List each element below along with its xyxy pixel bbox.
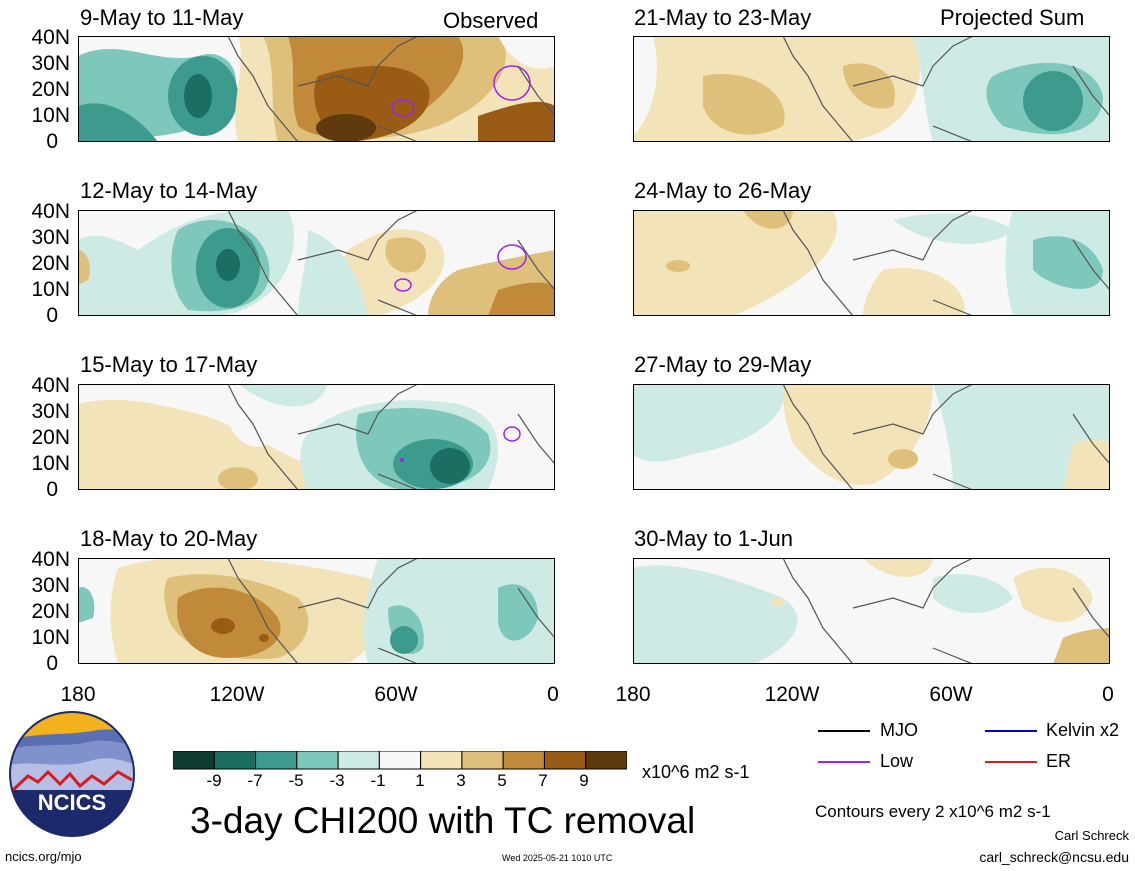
map-panel-right-1 (633, 36, 1110, 142)
lon-label: 60W (374, 683, 418, 706)
er-legend-line (985, 761, 1037, 763)
site-url: ncics.org/mjo (5, 849, 82, 864)
lat-label: 20N (31, 600, 70, 623)
lat-label: 10N (31, 104, 70, 127)
map-panel-right-2 (633, 210, 1110, 316)
lon-label: 60W (929, 683, 973, 706)
lat-label: 10N (31, 626, 70, 649)
colorbar-label: 1 (415, 771, 425, 790)
colorbar-label: -9 (206, 771, 222, 790)
colorbar-cell (173, 751, 215, 770)
colorbar-label: -7 (247, 771, 263, 790)
colorbar-cell (420, 751, 463, 770)
lat-label: 0 (46, 304, 58, 327)
colorbar-cell (543, 751, 587, 770)
panel-title-left-2: 12-May to 14-May (80, 178, 258, 203)
lat-label: 20N (31, 252, 70, 275)
er-legend-label: ER (1046, 751, 1072, 771)
lat-label: 20N (31, 426, 70, 449)
low-legend-label: Low (880, 751, 914, 771)
panel-title-right-4: 30-May to 1-Jun (634, 526, 793, 551)
author-email: carl_schreck@ncsu.edu (979, 849, 1129, 865)
map-panel-left-3 (78, 384, 555, 490)
lat-label: 40N (31, 548, 70, 571)
panel-title-left-1: 9-May to 11-May (80, 5, 244, 30)
lon-label: 180 (60, 683, 96, 706)
lat-label: 0 (46, 478, 58, 501)
lat-label: 30N (31, 574, 70, 597)
lon-label: 0 (547, 683, 559, 706)
lat-label: 20N (31, 78, 70, 101)
colorbar (173, 751, 627, 770)
lat-label: 0 (46, 130, 58, 153)
lat-label: 40N (31, 26, 70, 49)
colorbar-cell (461, 751, 504, 770)
colorbar-cell (296, 751, 339, 770)
panel-title-right-2: 24-May to 26-May (634, 178, 812, 203)
lat-label: 30N (31, 52, 70, 75)
panel-title-left-3: 15-May to 17-May (80, 352, 258, 377)
lat-label: 10N (31, 452, 70, 475)
colorbar-label: 5 (497, 771, 507, 790)
main-title: 3-day CHI200 with TC removal (190, 800, 696, 841)
contours-note: Contours every 2 x10^6 m2 s-1 (815, 802, 1051, 821)
colorbar-label: 9 (579, 771, 589, 790)
colorbar-cell (213, 751, 257, 770)
map-panel-left-2 (78, 210, 555, 316)
kelvin-legend-line (985, 730, 1037, 732)
lon-label: 180 (615, 683, 651, 706)
panel-title-left-4: 18-May to 20-May (80, 526, 258, 551)
colorbar-label: -5 (288, 771, 304, 790)
lat-label: 40N (31, 200, 70, 223)
lat-label: 40N (31, 374, 70, 397)
kelvin-legend-label: Kelvin x2 (1046, 720, 1120, 740)
map-panel-right-3 (633, 384, 1110, 490)
lon-label: 120W (209, 683, 265, 706)
lon-label: 0 (1102, 683, 1114, 706)
projected-sum-label: Projected Sum (940, 5, 1085, 30)
mjo-legend-line (818, 730, 870, 732)
map-panel-right-4 (633, 558, 1110, 664)
colorbar-cell (585, 751, 627, 770)
panel-title-right-1: 21-May to 23-May (634, 5, 812, 30)
logo-text: NCICS (38, 790, 106, 815)
low-legend-line (818, 761, 870, 763)
colorbar-cell (255, 751, 298, 770)
lat-label: 30N (31, 400, 70, 423)
ncics-logo: NCICS (9, 711, 135, 837)
panel-title-right-3: 27-May to 29-May (634, 352, 812, 377)
colorbar-cell (378, 751, 422, 770)
map-panel-left-1 (78, 36, 555, 142)
colorbar-label: 3 (456, 771, 466, 790)
colorbar-label: -1 (370, 771, 386, 790)
colorbar-cell (337, 751, 380, 770)
lat-label: 10N (31, 278, 70, 301)
lat-label: 30N (31, 226, 70, 249)
colorbar-label: -3 (329, 771, 345, 790)
colorbar-units: x10^6 m2 s-1 (642, 762, 750, 782)
mjo-legend-label: MJO (880, 720, 918, 740)
timestamp: Wed 2025-05-21 1010 UTC (502, 853, 613, 863)
map-panel-left-4 (78, 558, 555, 664)
observed-label: Observed (443, 8, 539, 33)
lat-label: 0 (46, 652, 58, 675)
colorbar-cell (502, 751, 545, 770)
colorbar-label: 7 (538, 771, 548, 790)
lon-label: 120W (764, 683, 820, 706)
author-name: Carl Schreck (1054, 828, 1129, 843)
